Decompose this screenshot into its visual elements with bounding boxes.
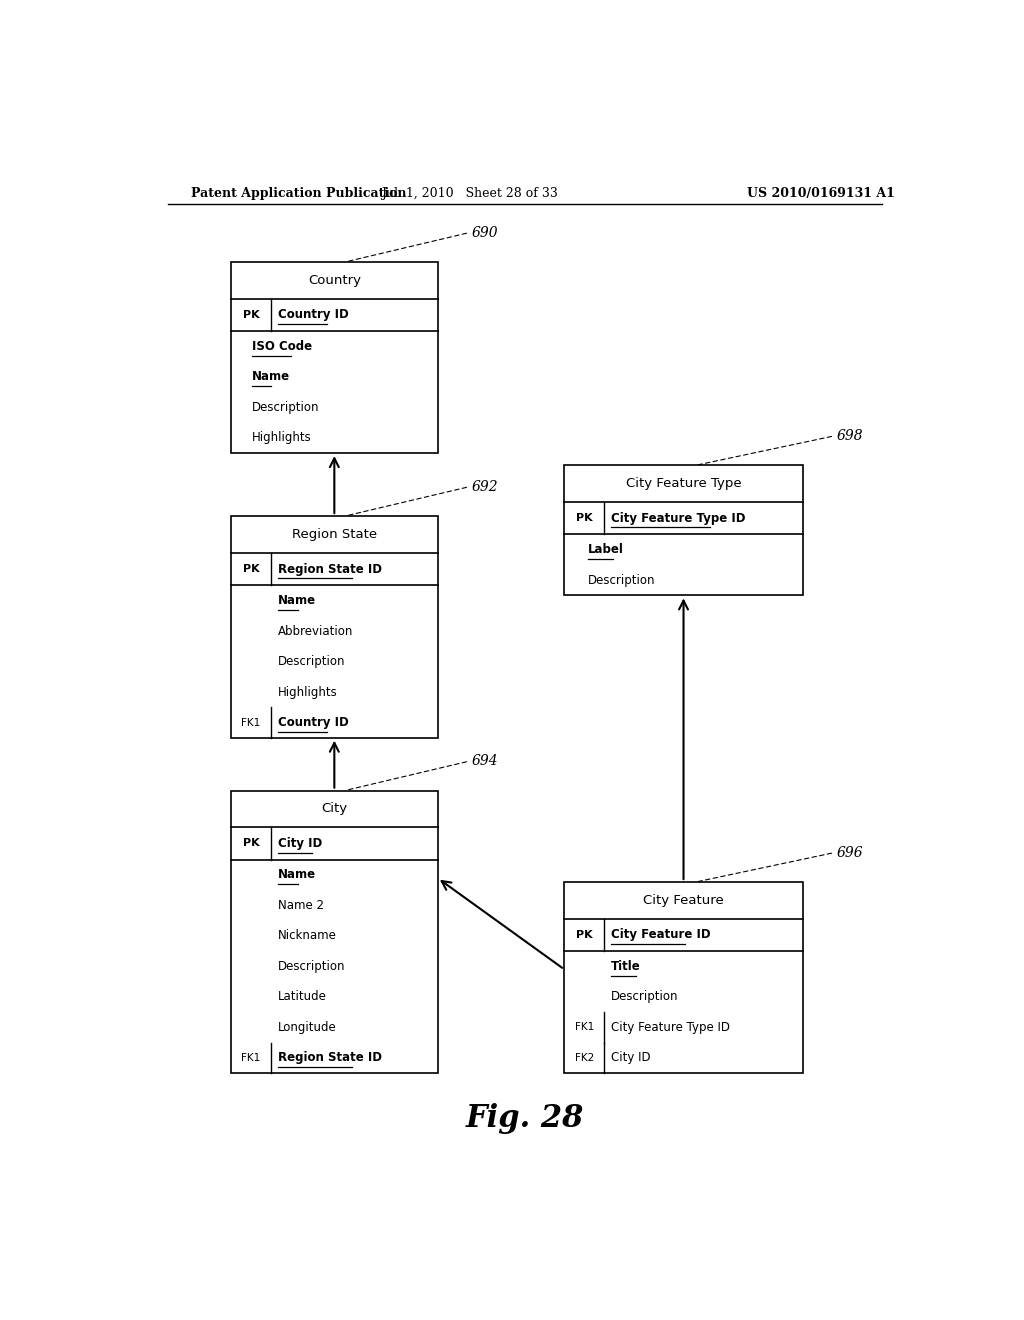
Text: PK: PK (243, 310, 259, 319)
Text: Name 2: Name 2 (278, 899, 324, 912)
Text: Description: Description (252, 401, 319, 414)
Bar (231, 516, 437, 738)
Text: Name: Name (278, 594, 316, 607)
Text: Abbreviation: Abbreviation (278, 624, 353, 638)
Text: Name: Name (252, 371, 290, 383)
Text: Fig. 28: Fig. 28 (466, 1104, 584, 1134)
Text: US 2010/0169131 A1: US 2010/0169131 A1 (748, 187, 895, 201)
Text: PK: PK (243, 838, 259, 849)
Text: City Feature Type ID: City Feature Type ID (611, 512, 745, 525)
Text: City ID: City ID (611, 1052, 651, 1064)
Bar (231, 791, 437, 1073)
Text: Country ID: Country ID (278, 715, 349, 729)
Text: Description: Description (278, 655, 345, 668)
Text: FK1: FK1 (242, 1053, 261, 1063)
Text: Description: Description (278, 960, 345, 973)
Text: City ID: City ID (278, 837, 323, 850)
Bar (231, 263, 437, 453)
Bar (564, 466, 803, 595)
Text: Name: Name (278, 869, 316, 882)
Text: Jul. 1, 2010   Sheet 28 of 33: Jul. 1, 2010 Sheet 28 of 33 (381, 187, 558, 201)
Text: City Feature Type ID: City Feature Type ID (611, 1020, 730, 1034)
Text: City Feature Type: City Feature Type (626, 477, 741, 490)
Text: 696: 696 (837, 846, 863, 859)
Text: PK: PK (577, 513, 593, 523)
Text: Patent Application Publication: Patent Application Publication (191, 187, 407, 201)
Text: FK1: FK1 (574, 1023, 594, 1032)
Text: Region State: Region State (292, 528, 377, 541)
Text: Label: Label (588, 544, 625, 556)
Text: Title: Title (611, 960, 641, 973)
Text: City Feature: City Feature (643, 894, 724, 907)
Text: 698: 698 (837, 429, 863, 444)
Text: FK1: FK1 (242, 718, 261, 727)
Text: City: City (322, 803, 347, 816)
Text: City Feature ID: City Feature ID (611, 928, 711, 941)
Text: 690: 690 (472, 226, 499, 240)
Text: Description: Description (588, 574, 655, 586)
Text: PK: PK (243, 564, 259, 574)
Text: Highlights: Highlights (278, 685, 338, 698)
Text: Region State ID: Region State ID (278, 562, 382, 576)
Text: Latitude: Latitude (278, 990, 327, 1003)
Text: Nickname: Nickname (278, 929, 337, 942)
Text: PK: PK (577, 929, 593, 940)
Text: Highlights: Highlights (252, 432, 311, 445)
Text: Country ID: Country ID (278, 309, 349, 322)
Text: 692: 692 (472, 479, 499, 494)
Bar (564, 882, 803, 1073)
Text: FK2: FK2 (574, 1053, 594, 1063)
Text: Country: Country (308, 273, 360, 286)
Text: Description: Description (611, 990, 679, 1003)
Text: Longitude: Longitude (278, 1020, 337, 1034)
Text: Region State ID: Region State ID (278, 1052, 382, 1064)
Text: 694: 694 (472, 754, 499, 768)
Text: ISO Code: ISO Code (252, 341, 312, 352)
